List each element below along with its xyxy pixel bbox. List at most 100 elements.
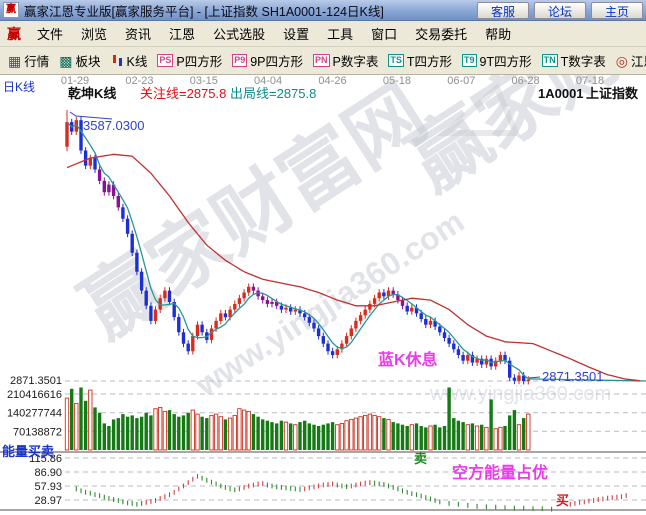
volume-bar-up (162, 410, 168, 451)
menu-item-8[interactable]: 窗口 (371, 26, 398, 42)
toolbar-item-label: 行情 (24, 55, 50, 69)
toolbar-item-3[interactable]: K线 (106, 51, 153, 70)
toolbar-item-7[interactable]: TS T四方形 (383, 51, 457, 70)
volume-scale-label: 140277744 (7, 408, 62, 420)
volume-bar-down (144, 412, 148, 450)
titlebar-button-1[interactable]: 客服 (477, 1, 529, 19)
toolbar-item-2[interactable]: ▩ 板块 (54, 51, 105, 70)
menu-item-4[interactable]: 江恩 (169, 26, 196, 42)
volume-bar-up (409, 424, 414, 451)
candle-body (340, 343, 344, 350)
volume-bar-down (470, 423, 475, 450)
chart-area[interactable]: 赢家财富网 www.yingjia360.com 赢家财富网 www.yingj… (0, 75, 646, 515)
candle-body (466, 355, 470, 361)
candle-body (363, 309, 367, 316)
blocks-icon: ▩ (59, 52, 73, 69)
menu-item-5[interactable]: 公式选股 (213, 26, 266, 42)
x-axis-dates: 01-29 02-23 03-15 04-04 04-26 05-18 06-07 06-28… (61, 75, 604, 87)
volume-bar-down (167, 410, 172, 450)
volume-bar-up (283, 421, 289, 451)
volume-bar-up (218, 416, 223, 451)
volume-bar-down (186, 412, 190, 450)
candle-body (461, 355, 465, 361)
titlebar-button-2[interactable]: 论坛 (534, 1, 586, 19)
volume-bar-down (70, 388, 74, 450)
candle-body (209, 328, 214, 340)
menu-item-3[interactable]: 资讯 (125, 26, 152, 42)
volume-bar-down (456, 420, 461, 450)
candle-body (130, 233, 134, 253)
candle-body (442, 332, 447, 338)
toolbar-item-6[interactable]: PN P数字表 (308, 51, 383, 70)
toolbar-item-9[interactable]: TN T数字表 (537, 51, 611, 70)
candle-body (396, 294, 400, 301)
menu-item-7[interactable]: 工具 (327, 26, 354, 42)
candle-body (214, 320, 218, 329)
volume-bar-down (461, 422, 465, 450)
toolbar-item-8[interactable]: T9 9T四方形 (457, 51, 537, 70)
candle-body (503, 355, 507, 361)
candle-body (433, 320, 437, 327)
candle-body (186, 343, 190, 352)
annotation-short-energy: 空方能量占优 (452, 463, 548, 482)
candle-body (125, 218, 130, 234)
toolbar: ▦ 行情 ▩ 板块 K线 PS P四方形 P9 9P四方形 PN P数字表 TS T四方形 T9 9T四方形… (0, 47, 646, 75)
menu-item-1[interactable]: 文件 (37, 26, 64, 42)
candle-body (265, 300, 270, 304)
candle-body (195, 324, 200, 337)
candle-body (107, 184, 111, 193)
toolbar-item-1[interactable]: ▦ 行情 (3, 51, 54, 70)
candle-body (275, 302, 279, 306)
volume-bar-down (405, 426, 409, 450)
candle-body (470, 355, 475, 363)
moving-average-lines (66, 121, 646, 382)
candle-body (377, 292, 381, 299)
volume-bar-down (121, 414, 125, 450)
titlebar-button-3[interactable]: 主页 (591, 1, 643, 19)
menu-item-10[interactable]: 帮助 (485, 26, 512, 42)
x-axis-date: 02-23 (125, 75, 153, 87)
volume-bar-down (303, 420, 307, 450)
candle-body (349, 328, 353, 337)
toolbar-item-4[interactable]: PS P四方形 (152, 51, 227, 70)
candle-body (391, 290, 395, 295)
volume-bar-up (293, 424, 298, 451)
annotation-blue-k: 蓝K休息 (378, 350, 438, 369)
toolbar-item-10[interactable]: ◎江恩 (611, 51, 646, 70)
candle-body (167, 290, 172, 302)
app-logo-icon: 赢 (3, 2, 19, 18)
candle-body (93, 158, 97, 170)
volume-bar-up (153, 408, 158, 451)
candle-body (237, 298, 242, 304)
volume-bar-down (396, 423, 400, 450)
candle-body (279, 305, 284, 310)
volume-bar-down (261, 419, 265, 450)
menu-item-6[interactable]: 设置 (283, 26, 310, 42)
candlesticks (65, 110, 530, 385)
candle-body (428, 320, 433, 325)
candle-body (330, 351, 335, 355)
toolbar-item-label: 板块 (75, 55, 101, 69)
candle-body (508, 360, 512, 378)
candle-body (484, 358, 489, 365)
volume-bar-up (377, 416, 382, 451)
toolbar-item-5[interactable]: P9 9P四方形 (227, 51, 308, 70)
volume-bar-down (480, 424, 484, 450)
energy-scale-label: 57.93 (34, 481, 62, 493)
menu-item-9[interactable]: 交易委托 (415, 26, 468, 42)
candle-body (354, 320, 358, 329)
menu-item-2[interactable]: 浏览 (81, 26, 108, 42)
gann-target-icon: ◎ (615, 52, 628, 69)
x-axis-date: 07-18 (576, 75, 604, 87)
toolbar-item-label: 江恩 (631, 55, 646, 69)
window-title: 赢家江恩专业版[赢家服务平台] - [上证指数 SH1A0001-124日K线] (24, 4, 384, 19)
candle-body (139, 271, 144, 291)
volume-bar-down (251, 414, 256, 450)
candle-body (344, 336, 349, 344)
volume-bar-up (428, 425, 433, 451)
watermark-triangle-logo (436, 83, 521, 136)
candle-body (251, 286, 256, 291)
candle-body (88, 158, 92, 166)
indicator-name: 乾坤K线 (68, 86, 116, 101)
candle-body (480, 358, 484, 365)
